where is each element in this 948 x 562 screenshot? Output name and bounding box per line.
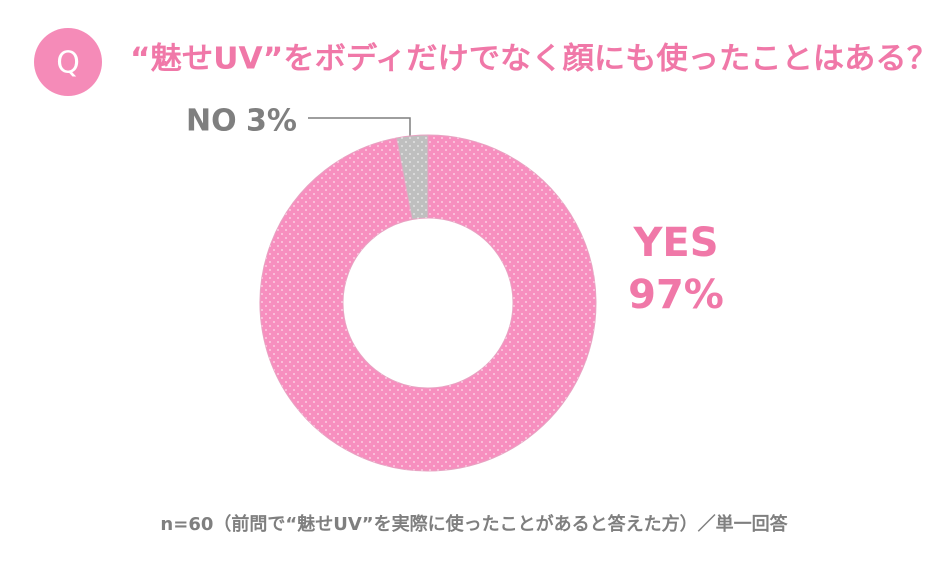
slice-label: YES (632, 220, 718, 266)
footnote: n=60（前問で“魅せUV”を実際に使ったことがあると答えた方）／単一回答 (160, 513, 788, 535)
q-badge (34, 28, 102, 96)
slice-value-label: 97% (628, 272, 724, 318)
chart-title: “魅せUV”をボディだけでなく顔にも使ったことはある？ (130, 42, 938, 77)
q-badge-text: Q (56, 46, 80, 81)
slice-value-label: 3% (246, 104, 297, 139)
slice-label: NO (186, 104, 237, 139)
